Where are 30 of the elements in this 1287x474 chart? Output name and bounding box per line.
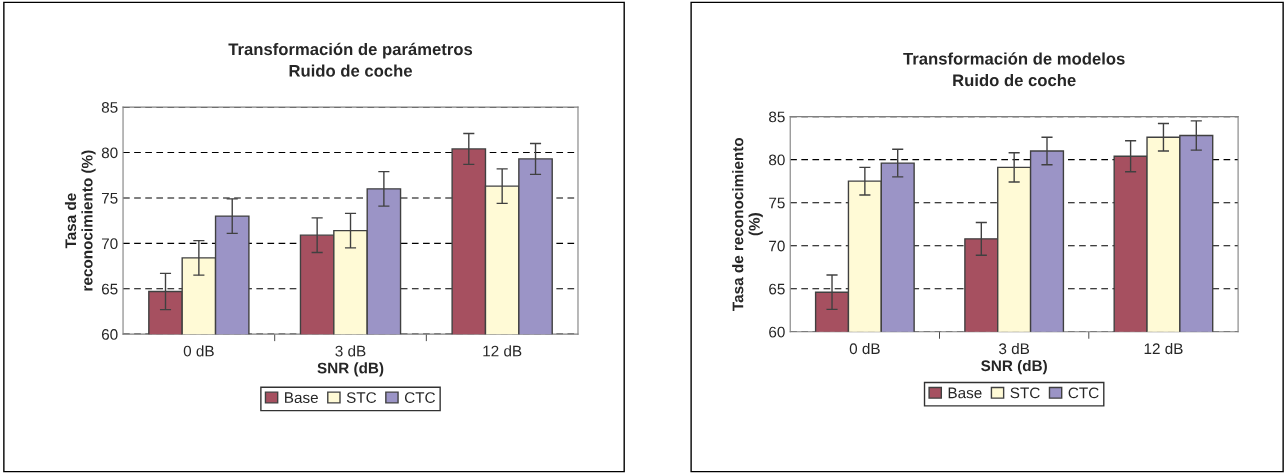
legend-label: Base [948, 387, 982, 399]
x-tick-label: 0 dB [849, 342, 880, 355]
y-axis-title: Tasa de reconocimiento (%) [64, 150, 96, 291]
x-tick-label: 12 dB [1144, 342, 1183, 355]
chart-title: Transformación de parámetros Ruido de coche [228, 42, 473, 77]
legend-label: Base [285, 392, 318, 404]
y-tick-label: 70 [769, 240, 785, 252]
y-tick-label: 65 [769, 283, 785, 295]
y-tick-label: 80 [769, 154, 785, 166]
y-axis-title: Tasa de reconocimiento (%) [732, 137, 763, 311]
y-tick-label: 80 [101, 147, 118, 159]
legend-label: STC [346, 392, 377, 404]
x-tick-label: 0 dB [183, 345, 214, 357]
x-tick-label: 12 dB [483, 345, 522, 357]
x-axis-title: SNR (dB) [981, 359, 1047, 375]
y-tick-label: 65 [101, 283, 118, 295]
y-tick-label: 60 [769, 326, 785, 338]
y-tick-label: 85 [769, 111, 785, 123]
y-tick-label: 70 [101, 238, 118, 250]
y-tick-label: 75 [769, 197, 785, 209]
y-tick-label: 75 [101, 192, 118, 204]
chart-title: Transformación de modelos Ruido de coche [903, 52, 1125, 87]
x-tick-label: 3 dB [335, 345, 366, 357]
legend-label: CTC [1068, 387, 1099, 399]
x-axis-title: SNR (dB) [317, 362, 384, 377]
y-tick-label: 85 [101, 101, 118, 113]
x-tick-label: 3 dB [999, 342, 1030, 355]
legend-label: CTC [404, 392, 435, 404]
y-tick-label: 60 [101, 329, 118, 340]
legend-label: STC [1010, 387, 1040, 399]
